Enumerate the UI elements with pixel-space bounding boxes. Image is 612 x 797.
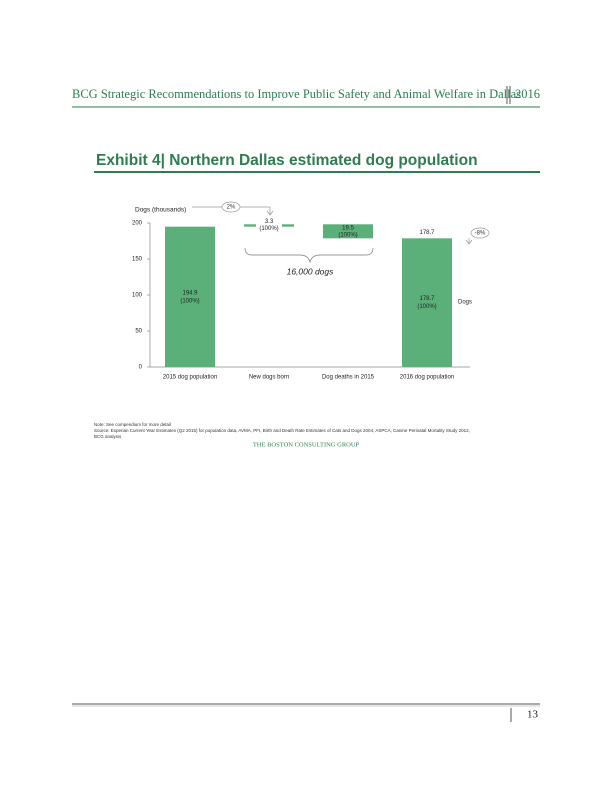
x-tick-label: 2015 dog population [163, 375, 217, 381]
bar [165, 226, 215, 367]
value-label: 178.7 [419, 230, 435, 236]
y-tick-label: 50 [135, 329, 142, 335]
x-tick-label: Dog deaths in 2015 [322, 375, 375, 381]
share-label: (100%) [180, 298, 199, 304]
decline-label: -8% [475, 231, 486, 237]
y-axis-label: Dogs (thousands) [135, 207, 186, 214]
value-label: 19.5 [342, 225, 354, 231]
exhibit-title: Exhibit 4| Northern Dallas estimated dog… [96, 152, 478, 169]
brace-label: 16,000 dogs [287, 266, 335, 276]
bar [323, 224, 373, 239]
page-number: 13 [527, 709, 539, 721]
bar [402, 238, 452, 367]
side-label: Dogs [458, 300, 472, 306]
arrow [266, 210, 274, 216]
label-bg [256, 218, 282, 233]
decline-bubble [470, 227, 490, 239]
y-tick-label: 200 [132, 221, 143, 227]
brace [244, 247, 374, 264]
y-tick-label: 100 [132, 293, 143, 299]
note: Note: See compendium for more detail [94, 422, 171, 427]
growth-bubble [221, 201, 241, 213]
y-tick-label: 0 [139, 365, 143, 371]
value-label: 3.3 [265, 219, 274, 225]
note: BCG analysis [94, 434, 122, 439]
y-tick-label: 150 [132, 257, 143, 263]
plot: 0 50 100 150 200 2015 dog population 194.9 (100… [132, 218, 454, 381]
share-label: (100%) [417, 304, 436, 310]
x-tick-label: 2016 dog population [400, 375, 454, 381]
value-label: 178.7 [419, 296, 435, 302]
value-label: 194.9 [182, 290, 198, 296]
note: Source: Experian Current Year Estimates … [94, 428, 470, 433]
decline-arrow [465, 238, 473, 245]
growth-connector [192, 206, 271, 214]
share-label: (100%) [259, 226, 278, 232]
header-title: BCG Strategic Recommendations to Improve… [72, 87, 521, 101]
logo: THE BOSTON CONSULTING GROUP [253, 441, 360, 448]
growth-label: 2% [227, 205, 236, 211]
header-year: 2016 [515, 87, 540, 101]
x-tick-label: New dogs born [249, 375, 289, 381]
share-label: (100%) [338, 232, 357, 238]
